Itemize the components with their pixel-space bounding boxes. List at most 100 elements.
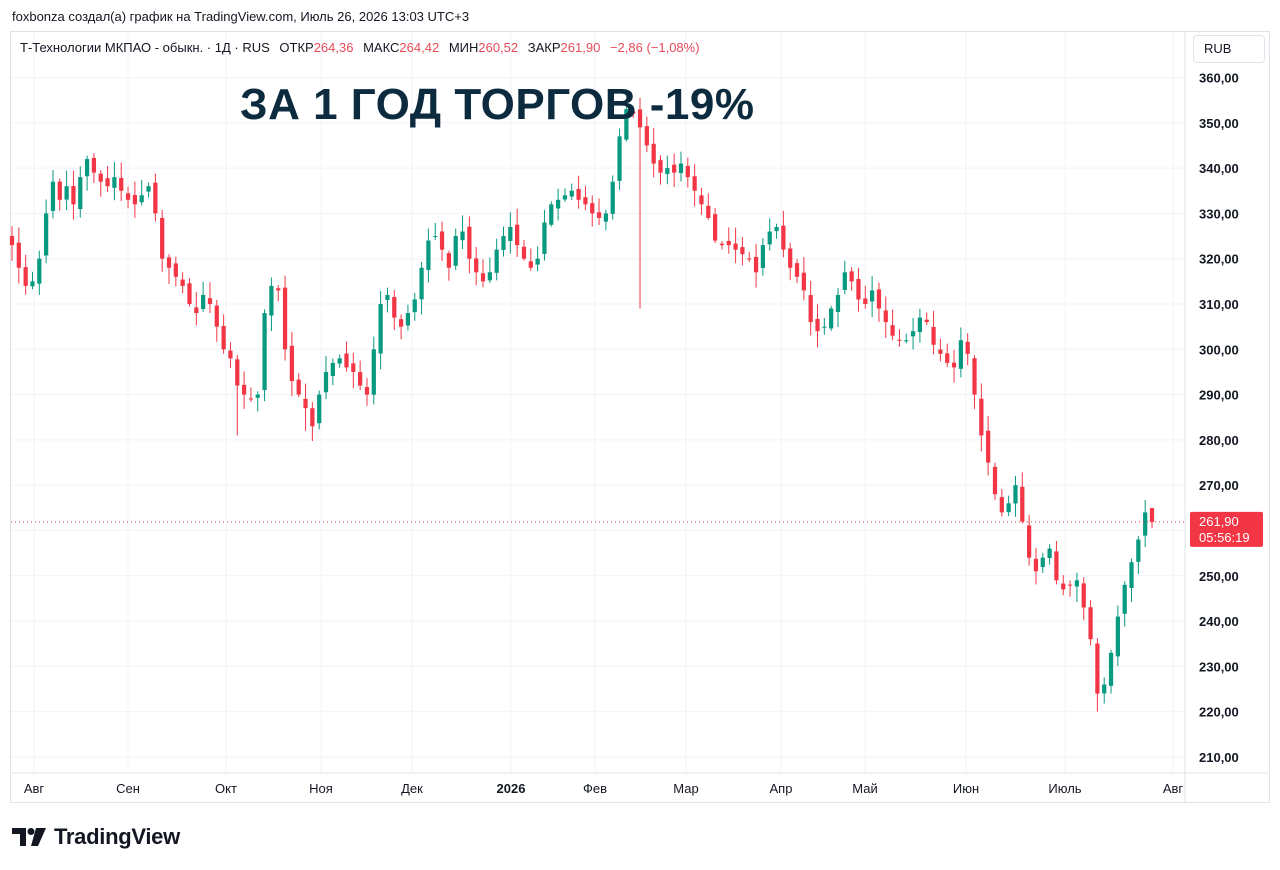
candle <box>166 254 172 284</box>
candle-body <box>1047 548 1052 559</box>
candle-body <box>1149 508 1155 522</box>
candle <box>876 282 882 322</box>
candle <box>303 383 308 431</box>
candle <box>1115 605 1120 667</box>
candle <box>1020 472 1025 524</box>
candle <box>951 349 957 383</box>
candle-body <box>57 181 62 200</box>
candle-body <box>323 371 329 393</box>
price-tick-label: 220,00 <box>1199 705 1239 720</box>
candle-body <box>685 165 690 178</box>
candle <box>1088 600 1093 646</box>
candle <box>467 216 472 274</box>
candle-body <box>801 272 806 291</box>
overlay-annotation: ЗА 1 ГОД ТОРГОВ -19% <box>240 80 755 129</box>
candle-body <box>44 213 49 256</box>
candle-body <box>658 160 663 173</box>
candle <box>71 170 76 220</box>
candle-body <box>883 310 888 323</box>
price-tick-label: 280,00 <box>1199 433 1239 448</box>
candle <box>494 238 499 281</box>
candle-body <box>726 241 731 246</box>
candle <box>842 260 847 295</box>
candle <box>255 391 260 412</box>
candle <box>569 183 574 201</box>
candle <box>590 195 595 227</box>
candle-body <box>241 384 247 395</box>
candle <box>719 240 725 250</box>
candle-body <box>419 267 424 300</box>
candle-body <box>187 283 192 304</box>
tradingview-logo[interactable]: TradingView <box>12 824 180 850</box>
candle <box>98 170 103 197</box>
candle-body <box>1122 584 1127 614</box>
candle-body <box>371 349 376 395</box>
candle-body <box>1067 584 1073 586</box>
candle-body <box>897 339 902 341</box>
candle-body <box>412 299 417 313</box>
candle <box>856 267 861 312</box>
candle <box>276 285 281 302</box>
candle <box>57 178 62 211</box>
candle-body <box>91 157 97 173</box>
time-tick-label: Авг <box>1163 781 1184 796</box>
candle <box>1027 514 1032 566</box>
candle <box>1013 475 1018 517</box>
candle-body <box>446 253 452 268</box>
candle <box>487 257 492 283</box>
candle-body <box>289 345 294 382</box>
candle <box>84 155 90 191</box>
candle-body <box>760 245 766 268</box>
candle <box>712 208 718 244</box>
candle-body <box>221 326 226 350</box>
candle-body <box>1108 652 1114 686</box>
candle-body <box>590 203 595 214</box>
candle <box>1054 540 1059 585</box>
candle-body <box>23 267 28 286</box>
candle-body <box>1006 503 1011 513</box>
candle-body <box>439 231 445 250</box>
candle <box>37 250 42 296</box>
candle <box>64 170 69 211</box>
candle <box>603 209 609 231</box>
chart-frame <box>10 31 1270 803</box>
candle <box>419 261 424 315</box>
candle <box>364 378 370 406</box>
candle-body <box>767 231 772 245</box>
candle <box>822 317 827 335</box>
candle-body <box>378 304 383 354</box>
candle <box>631 107 636 118</box>
candle <box>453 228 458 270</box>
candle-body <box>194 307 199 314</box>
candle <box>637 97 643 309</box>
candle-body <box>835 294 841 313</box>
candle <box>829 305 834 331</box>
candle <box>1095 638 1100 712</box>
currency-selector[interactable]: RUB <box>1193 35 1265 63</box>
candle-body <box>747 258 752 260</box>
price-tag-box <box>1190 511 1263 547</box>
candle <box>1108 649 1114 694</box>
candle-body <box>508 226 513 241</box>
candle <box>890 309 895 341</box>
candle-body <box>269 285 274 316</box>
candle-body <box>794 263 800 277</box>
candle-body <box>515 224 520 246</box>
candle-body <box>1013 485 1018 504</box>
symbol-info-line: Т-Технологии МКПАО - обыкн. · 1Д · RUS О… <box>20 40 700 55</box>
candle-body <box>678 163 684 174</box>
candle-body <box>467 226 472 259</box>
candle <box>767 218 772 251</box>
price-tick-label: 340,00 <box>1199 161 1239 176</box>
price-tag-value: 261,90 <box>1199 514 1239 529</box>
candle <box>125 186 131 209</box>
candle-body <box>781 225 786 250</box>
candle <box>508 212 513 254</box>
candle-body <box>71 186 76 205</box>
candle-body <box>870 290 875 302</box>
candle <box>672 153 677 188</box>
candle-body <box>624 109 629 140</box>
candle-body <box>672 164 677 173</box>
price-tick-label: 230,00 <box>1199 659 1239 674</box>
